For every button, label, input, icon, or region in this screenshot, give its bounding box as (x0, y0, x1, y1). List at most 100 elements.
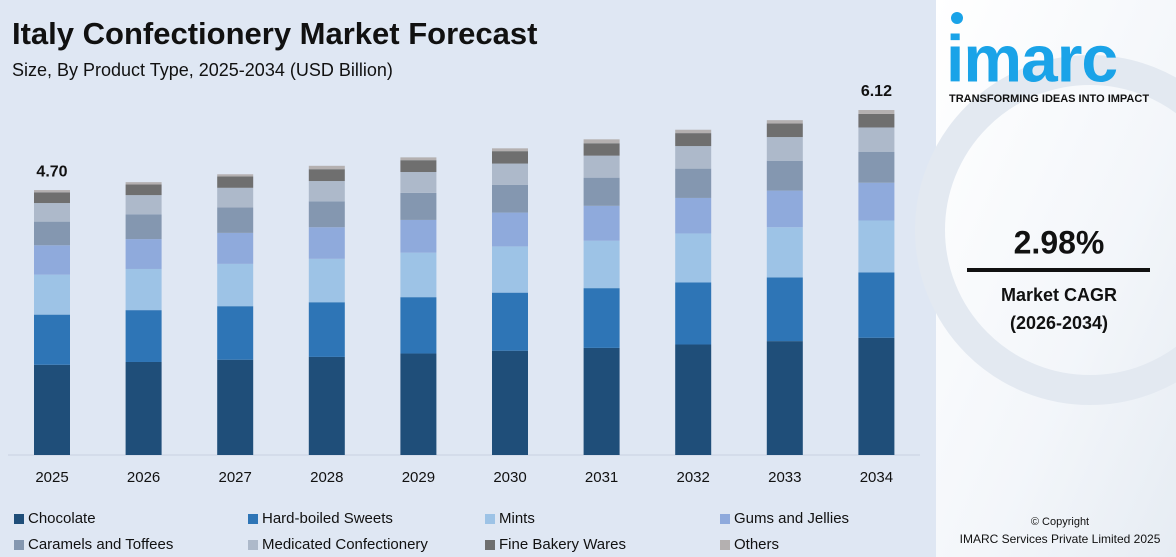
x-tick-label: 2026 (127, 469, 160, 486)
bar-segment (583, 155, 620, 178)
bar-segment (766, 120, 803, 124)
bar-segment (675, 233, 712, 283)
bar-segment (308, 201, 345, 228)
bar-segment (34, 192, 70, 204)
bar-segment (675, 168, 712, 198)
sidebar-bg (936, 0, 1176, 557)
bar-segment (125, 184, 162, 196)
bar-segment (766, 341, 803, 455)
bar-segment (308, 181, 345, 202)
bar-segment (217, 207, 254, 233)
bar-segment (492, 148, 528, 152)
legend-label: Medicated Confectionery (262, 536, 428, 553)
legend-swatch (720, 540, 730, 550)
bar-segment (217, 263, 254, 307)
x-tick-label: 2025 (35, 469, 68, 486)
bar-segment (766, 123, 803, 138)
bar-segment (125, 239, 162, 269)
chart-title: Italy Confectionery Market Forecast (12, 16, 537, 51)
bar-segment (492, 163, 528, 185)
bar-segment (583, 240, 620, 289)
bar-segment (217, 359, 254, 455)
legend-swatch (720, 514, 730, 524)
x-tick-label: 2029 (402, 469, 435, 486)
bar-segment (34, 203, 70, 222)
bar-segment (125, 195, 162, 215)
x-tick-label: 2028 (310, 469, 343, 486)
bar-segment (308, 227, 345, 259)
bar-segment (583, 347, 620, 455)
legend-label: Hard-boiled Sweets (262, 510, 393, 527)
logo-dot (951, 12, 963, 24)
bar-segment (675, 197, 712, 234)
bar-segment (858, 182, 895, 221)
legend-label: Gums and Jellies (734, 510, 849, 527)
legend-swatch (485, 514, 495, 524)
company: IMARC Services Private Limited 2025 (960, 532, 1161, 546)
bar-segment (675, 146, 712, 169)
decor (915, 55, 1176, 405)
bar-segment (858, 272, 895, 338)
bar-segment (766, 277, 803, 342)
bar-segment (217, 176, 254, 188)
cagr-label: Market CAGR (1001, 285, 1117, 305)
bar-segment (34, 190, 70, 193)
bar-segment (308, 356, 345, 455)
bar-segment (217, 174, 254, 177)
bar-segment (675, 344, 712, 455)
bar-segment (675, 129, 712, 134)
bar-segment (400, 172, 437, 193)
bar-segment (858, 127, 895, 152)
legend-label: Others (734, 536, 779, 553)
bar-segment (492, 292, 528, 351)
bar-segment (675, 133, 712, 147)
legend-swatch (14, 514, 24, 524)
bar-segment (125, 214, 162, 240)
chart-subtitle: Size, By Product Type, 2025-2034 (USD Bi… (12, 60, 393, 80)
bar-segment (34, 274, 70, 315)
bar-segment (125, 182, 162, 185)
bar-segment (400, 160, 437, 173)
bar-segment (766, 227, 803, 278)
bar-segment (125, 310, 162, 362)
bar-segment (766, 160, 803, 191)
copyright: © Copyright (1031, 516, 1089, 528)
legend-swatch (14, 540, 24, 550)
bar-segment (308, 258, 345, 303)
bar-segment (492, 151, 528, 164)
total-label: 4.70 (36, 163, 67, 180)
bar-segment (766, 190, 803, 228)
legend-label: Fine Bakery Wares (499, 536, 626, 553)
bar-segment (34, 221, 70, 246)
bar-segment (400, 353, 437, 455)
bar-segment (400, 192, 437, 220)
logo: imarc (946, 21, 1117, 95)
x-tick-label: 2032 (677, 469, 710, 486)
bar-segment (583, 139, 620, 144)
bar-segment (125, 361, 162, 455)
legend-label: Caramels and Toffees (28, 536, 173, 553)
bar-segment (125, 268, 162, 311)
bar-segment (400, 219, 437, 253)
bar-segment (583, 177, 620, 206)
bar-segment (400, 297, 437, 354)
bar-segment (858, 151, 895, 183)
x-tick-label: 2034 (860, 469, 893, 486)
bar-segment (583, 205, 620, 241)
bar-segment (308, 165, 345, 170)
bar-segment (858, 220, 895, 273)
legend-swatch (248, 514, 258, 524)
bar-segment (492, 184, 528, 213)
bar-segment (492, 350, 528, 455)
bar-segment (583, 143, 620, 156)
bar-segment (766, 137, 803, 161)
bar-segment (308, 302, 345, 357)
bar-segment (34, 245, 70, 275)
bar-segment (583, 288, 620, 348)
bar-segment (858, 113, 895, 128)
bar-segment (400, 157, 437, 161)
bar-segment (34, 364, 70, 455)
cagr-period: (2026-2034) (1010, 313, 1108, 333)
